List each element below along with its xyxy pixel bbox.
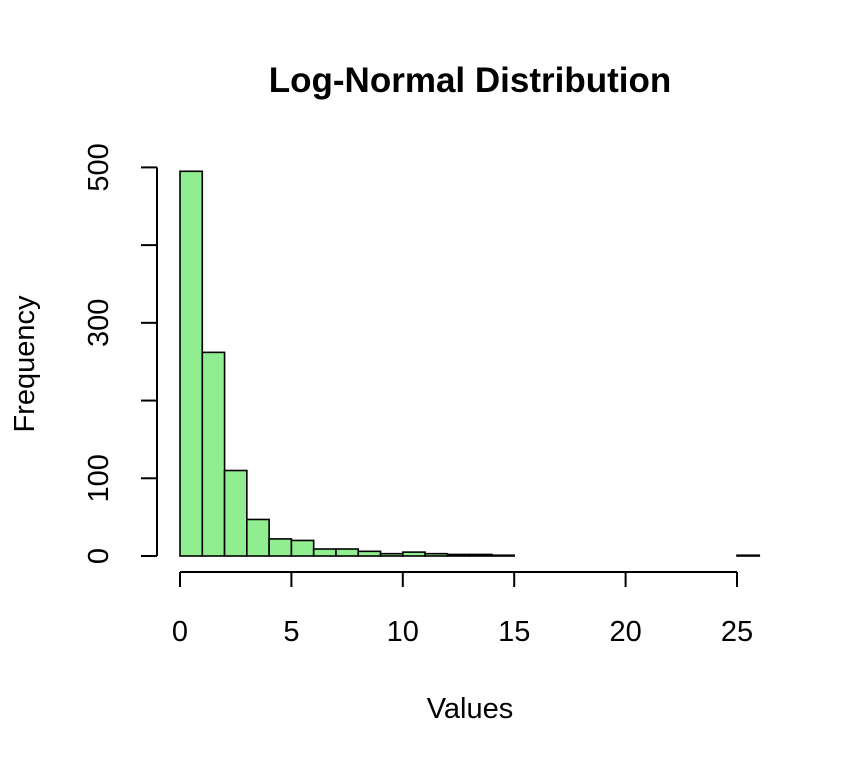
histogram-bar — [246, 518, 270, 557]
histogram-bars — [179, 170, 761, 557]
histogram-bar — [736, 554, 761, 557]
x-tick-label: 20 — [609, 616, 641, 648]
histogram-bar — [424, 552, 449, 557]
histogram-bar — [401, 551, 426, 557]
x-tick-label: 5 — [283, 616, 299, 648]
y-tick-label: 500 — [83, 143, 115, 191]
histogram-bar — [201, 351, 226, 557]
x-tick-label: 10 — [387, 616, 419, 648]
histogram-bar — [179, 170, 204, 557]
x-axis-label: Values — [427, 693, 514, 725]
histogram-bar — [223, 469, 248, 557]
y-axis: 0 100 300 500 — [83, 143, 158, 564]
histogram-bar — [379, 552, 404, 557]
histogram-bar — [290, 539, 315, 557]
histogram-bar — [468, 553, 493, 557]
x-axis: 0 5 10 15 20 25 — [172, 571, 753, 648]
histogram-bar — [335, 548, 360, 557]
y-axis-label: Frequency — [9, 295, 41, 433]
chart-title: Log-Normal Distribution — [269, 61, 671, 100]
x-tick-label: 25 — [721, 616, 753, 648]
histogram-bar — [312, 548, 337, 557]
x-tick-label: 0 — [172, 616, 188, 648]
x-tick-label: 15 — [498, 616, 530, 648]
histogram-bar — [268, 538, 293, 557]
histogram-bar — [491, 554, 516, 557]
histogram-bar — [446, 553, 471, 557]
y-tick-label: 300 — [83, 299, 115, 347]
y-tick-label: 0 — [83, 548, 115, 564]
histogram-bar — [357, 550, 382, 557]
y-tick-label: 100 — [83, 454, 115, 502]
